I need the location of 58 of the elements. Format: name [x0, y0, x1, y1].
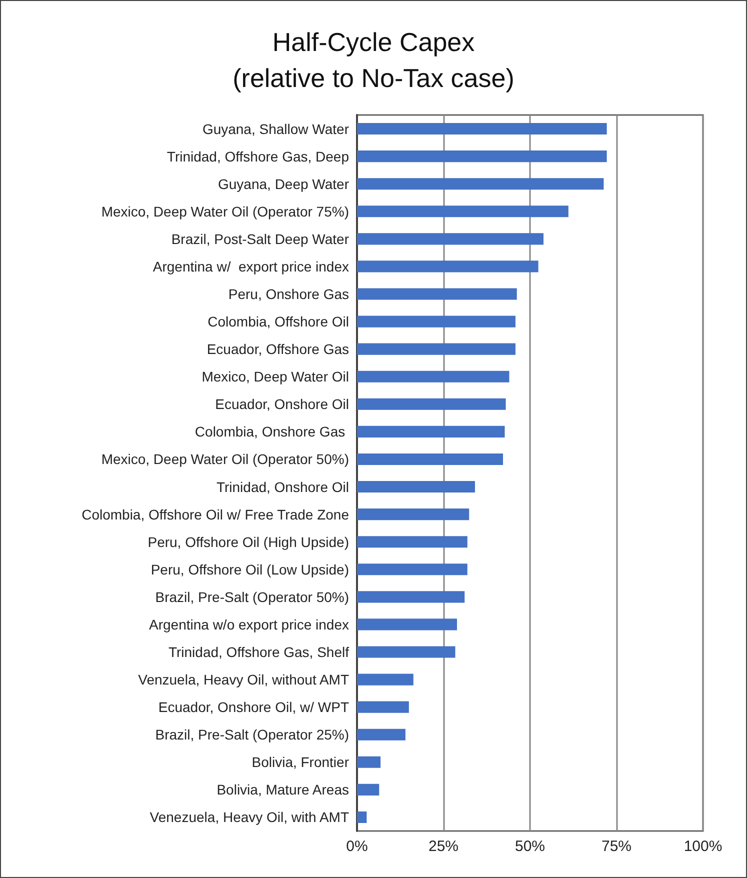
y-tick-label: Guyana, Shallow Water: [202, 120, 350, 137]
chart-title: Half-Cycle Capex (relative to No-Tax case): [232, 27, 514, 93]
bar: [357, 150, 607, 162]
bar: [357, 480, 475, 493]
bar: [357, 674, 414, 686]
y-tick-label: Mexico, Deep Water Oil (Operator 75%): [101, 203, 349, 220]
y-tick-label: Venezuela, Heavy Oil, with AMT: [150, 809, 350, 826]
y-tick-label: Mexico, Deep Water Oil: [202, 368, 349, 385]
y-tick-label: Trinidad, Offshore Gas, Deep: [166, 148, 350, 164]
bar: [357, 343, 516, 355]
y-tick-label: Colombia, Onshore Gas: [194, 424, 349, 440]
bar: [357, 233, 544, 245]
bar: [357, 316, 516, 328]
y-tick-label: Ecuador, Onshore Oil, w/ WPT: [158, 699, 350, 716]
bar: [357, 646, 456, 658]
y-tick-label: Peru, Offshore Oil (High Upside): [148, 534, 349, 550]
y-tick-label: Colombia, Offshore Oil: [208, 314, 349, 330]
bar: [357, 784, 380, 796]
bar: [357, 426, 505, 438]
bar: [357, 618, 457, 630]
bar: [357, 453, 504, 466]
y-tick-label: Brazil, Post-Salt Deep Water: [171, 230, 350, 247]
y-tick-label: Argentina w/o export price index: [149, 616, 349, 632]
bar: [357, 756, 381, 768]
bar: [357, 178, 604, 190]
bar: [357, 122, 607, 135]
y-tick-label: Trinidad, Offshore Gas, Shelf: [168, 644, 350, 660]
y-tick-label: Mexico, Deep Water Oil (Operator 50%): [101, 451, 349, 468]
y-tick-label: Brazil, Pre-Salt (Operator 25%): [155, 726, 349, 743]
bar: [357, 811, 367, 824]
y-tick-label: Trinidad, Onshore Oil: [216, 478, 349, 495]
y-tick-label: Ecuador, Offshore Gas: [206, 341, 349, 358]
y-tick-label: Colombia, Offshore Oil w/ Free Trade Zone: [82, 506, 350, 522]
bar: [357, 398, 506, 410]
y-tick-label: Guyana, Deep Water: [218, 176, 350, 192]
bar: [357, 564, 468, 576]
y-tick-label: Peru, Offshore Oil (Low Upside): [150, 561, 349, 578]
y-tick-label: Argentina w/ export price index: [152, 258, 349, 274]
bar: [357, 508, 470, 520]
y-tick-label: Peru, Onshore Gas: [228, 286, 349, 302]
bar: [357, 206, 568, 218]
x-tick-label: 0%: [346, 838, 368, 855]
bar: [357, 370, 510, 382]
x-tick-label: 75%: [601, 838, 632, 855]
y-tick-label: Ecuador, Onshore Oil: [215, 396, 349, 412]
bar: [357, 591, 465, 603]
x-tick-label: 100%: [684, 838, 722, 855]
x-tick-label: 50%: [514, 838, 546, 855]
bar: [357, 288, 517, 300]
bar: [357, 728, 406, 740]
y-tick-label: Bolivia, Frontier: [252, 754, 350, 770]
bar: [357, 260, 538, 272]
y-tick-label: Venzuela, Heavy Oil, without AMT: [138, 672, 350, 688]
y-tick-label: Bolivia, Mature Areas: [216, 782, 349, 798]
bar: [357, 536, 468, 548]
x-tick-label: 25%: [428, 838, 459, 855]
y-tick-label: Brazil, Pre-Salt (Operator 50%): [155, 588, 349, 605]
bar: [357, 701, 409, 713]
